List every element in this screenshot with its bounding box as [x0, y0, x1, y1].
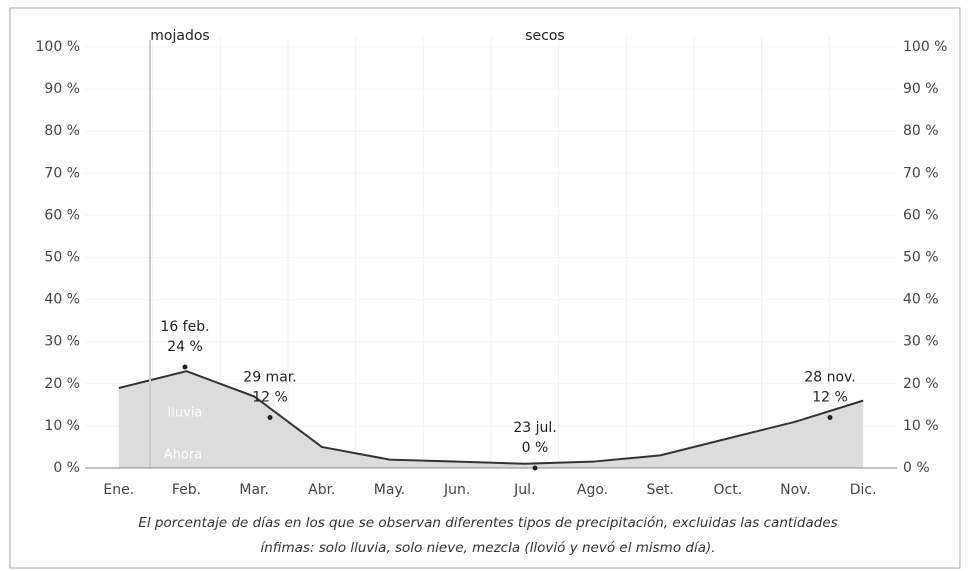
annotation-label: 29 mar.	[243, 369, 296, 385]
annotation-dot	[827, 414, 833, 420]
y2-tick-label: 20 %	[903, 376, 939, 392]
top-label: secos	[525, 28, 564, 44]
now-label: Ahora	[164, 448, 202, 463]
x-tick-label: Abr.	[308, 482, 335, 498]
y-tick-label: 80 %	[44, 123, 80, 139]
x-tick-label: Feb.	[172, 482, 201, 498]
x-tick-label: Mar.	[239, 482, 269, 498]
caption: ínfimas: solo lluvia, solo nieve, mezcla…	[260, 540, 715, 556]
y2-tick-label: 30 %	[903, 334, 939, 350]
y2-tick-label: 50 %	[903, 250, 939, 266]
x-tick-label: Oct.	[714, 482, 743, 498]
annotation-label: 28 nov.	[804, 369, 855, 385]
caption: El porcentaje de días en los que se obse…	[138, 515, 837, 531]
y2-tick-label: 70 %	[903, 165, 939, 181]
y-tick-label: 50 %	[44, 250, 80, 266]
y-tick-label: 70 %	[44, 165, 80, 181]
top-label: mojados	[150, 28, 209, 44]
frame	[9, 7, 961, 569]
y2-tick-label: 40 %	[903, 292, 939, 308]
y2-tick-label: 100 %	[903, 39, 947, 55]
series-label: lluvia	[168, 406, 203, 421]
y-tick-label: 30 %	[44, 334, 80, 350]
y2-tick-label: 90 %	[903, 81, 939, 97]
x-tick-label: Ene.	[103, 482, 134, 498]
annotation-dot	[267, 414, 273, 420]
y-tick-label: 20 %	[44, 376, 80, 392]
y-tick-label: 60 %	[44, 207, 80, 223]
x-tick-label: Set.	[646, 482, 673, 498]
y2-tick-label: 0 %	[903, 460, 930, 476]
x-tick-label: Nov.	[780, 482, 811, 498]
annotation-dot	[532, 465, 538, 471]
y2-tick-label: 60 %	[903, 207, 939, 223]
x-tick-label: Dic.	[850, 482, 877, 498]
annotation-label: 16 feb.	[160, 319, 209, 335]
annotation-label: 23 jul.	[513, 420, 556, 436]
y-tick-label: 90 %	[44, 81, 80, 97]
annotation-value: 0 %	[522, 440, 549, 456]
y-tick-label: 100 %	[36, 39, 80, 55]
annotation-dot	[182, 364, 188, 370]
x-tick-label: Ago.	[577, 482, 608, 498]
y2-tick-label: 80 %	[903, 123, 939, 139]
annotation-value: 12 %	[252, 389, 288, 405]
x-tick-label: Jul.	[513, 482, 535, 498]
x-tick-label: May.	[374, 482, 405, 498]
annotation-value: 24 %	[167, 339, 203, 355]
y2-tick-label: 10 %	[903, 418, 939, 434]
x-tick-label: Jun.	[443, 482, 470, 498]
annotation-value: 12 %	[812, 389, 848, 405]
y-tick-label: 0 %	[53, 460, 80, 476]
y-tick-label: 10 %	[44, 418, 80, 434]
line	[118, 370, 864, 465]
area	[118, 371, 864, 468]
y-tick-label: 40 %	[44, 292, 80, 308]
